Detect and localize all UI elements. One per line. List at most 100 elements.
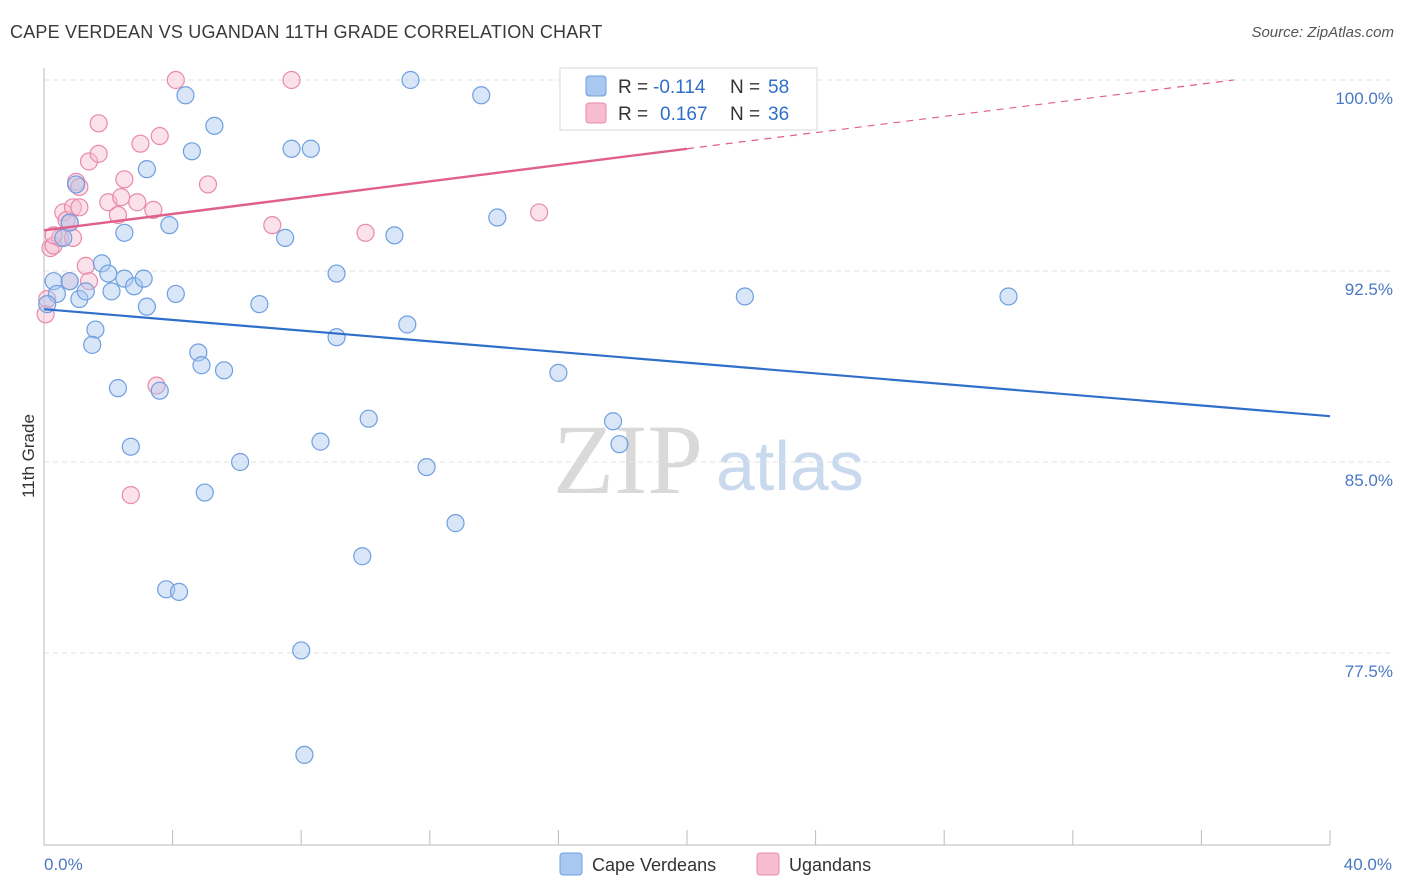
data-point: [150, 126, 169, 146]
data-point: [356, 223, 375, 242]
data-point: [63, 198, 83, 217]
data-point: [530, 203, 549, 222]
x-axis-ticks: [43, 830, 1331, 845]
bottom-legend-label-cape-verdeans: Cape Verdeans: [592, 855, 716, 875]
y-tick-label: 77.5%: [1345, 662, 1393, 681]
data-point: [398, 315, 417, 334]
data-point: [131, 134, 150, 153]
legend-n-value-blue: 58: [768, 77, 789, 98]
data-point: [311, 432, 330, 451]
y-tick-label: 92.5%: [1345, 280, 1393, 299]
data-point: [166, 70, 185, 90]
data-point: [124, 277, 144, 296]
data-point: [488, 208, 507, 227]
data-point: [446, 514, 465, 533]
data-point: [92, 254, 111, 273]
data-point: [70, 177, 89, 197]
data-point: [44, 236, 63, 255]
data-point: [99, 264, 118, 283]
data-point: [166, 284, 185, 304]
data-point: [610, 435, 629, 454]
ugandans-points: [36, 70, 549, 505]
correlation-legend: R = -0.114 N = 58 R = 0.167 N = 36: [559, 67, 818, 131]
data-point: [128, 193, 147, 212]
bottom-legend-label-ugandans: Ugandans: [789, 855, 871, 875]
watermark: ZIP atlas: [553, 404, 864, 515]
data-point: [67, 175, 86, 194]
data-point: [385, 226, 404, 245]
data-point: [79, 272, 99, 291]
data-point: [137, 297, 156, 316]
x-tick-label-min: 0.0%: [44, 855, 83, 874]
data-point: [115, 269, 134, 288]
data-point: [169, 582, 189, 601]
series-legend: Cape Verdeans Ugandans: [559, 852, 871, 876]
data-point: [401, 70, 420, 90]
watermark-atlas: atlas: [716, 427, 864, 505]
data-point: [70, 289, 89, 309]
data-point: [198, 175, 218, 194]
data-point: [999, 287, 1018, 306]
bottom-legend-swatch-blue: [559, 852, 583, 876]
y-tick-label: 100.0%: [1335, 89, 1393, 108]
legend-n-label-pink: N =: [730, 104, 760, 125]
data-point: [76, 282, 95, 301]
data-point: [150, 381, 169, 400]
legend-n-label-blue: N =: [730, 77, 760, 98]
data-point: [603, 412, 623, 431]
trend-lines: [43, 79, 1331, 418]
data-point: [86, 320, 105, 339]
data-point: [63, 228, 83, 247]
watermark-zip: ZIP: [553, 404, 703, 515]
data-point: [327, 328, 346, 347]
data-point: [108, 379, 128, 398]
legend-r-label-blue: R =: [618, 77, 648, 98]
data-point: [144, 200, 163, 219]
data-point: [282, 139, 301, 158]
trend-line-cape-verdeans: [43, 308, 1331, 418]
data-point: [417, 457, 436, 477]
data-point: [89, 114, 108, 133]
data-point: [76, 256, 95, 276]
data-point: [134, 269, 153, 288]
data-point: [231, 452, 250, 472]
grid-lines: [44, 79, 1392, 654]
data-point: [147, 376, 166, 395]
data-point: [205, 116, 224, 135]
data-point: [472, 86, 491, 105]
data-point: [176, 86, 195, 105]
data-point: [327, 264, 346, 283]
legend-swatch-pink: [585, 102, 607, 124]
cape-verdeans-points: [38, 70, 1018, 764]
data-point: [353, 547, 372, 566]
data-point: [295, 745, 314, 764]
data-point: [60, 272, 79, 291]
data-point: [54, 228, 73, 247]
data-point: [121, 486, 140, 505]
data-point: [115, 170, 134, 189]
trend-line-ugandans: [43, 147, 688, 232]
data-point: [83, 335, 102, 354]
data-point: [735, 287, 754, 306]
data-point: [549, 363, 568, 382]
data-point: [38, 295, 57, 314]
legend-r-value-pink: 0.167: [660, 104, 708, 125]
legend-r-value-blue: -0.114: [653, 77, 706, 98]
data-point: [282, 70, 301, 90]
data-point: [192, 356, 211, 375]
trend-line-ugandans-extension: [686, 79, 1234, 150]
data-point: [301, 139, 320, 158]
data-point: [112, 188, 131, 207]
data-point: [38, 289, 57, 309]
y-tick-label: 85.0%: [1345, 471, 1393, 490]
data-point: [89, 144, 108, 163]
data-point: [79, 152, 99, 171]
data-point: [137, 160, 156, 179]
bottom-legend-swatch-pink: [756, 852, 780, 876]
legend-r-label-pink: R =: [618, 104, 648, 125]
data-point: [263, 216, 282, 235]
data-point: [195, 483, 214, 502]
legend-swatch-blue: [585, 75, 607, 97]
legend-n-value-pink: 36: [768, 104, 789, 125]
